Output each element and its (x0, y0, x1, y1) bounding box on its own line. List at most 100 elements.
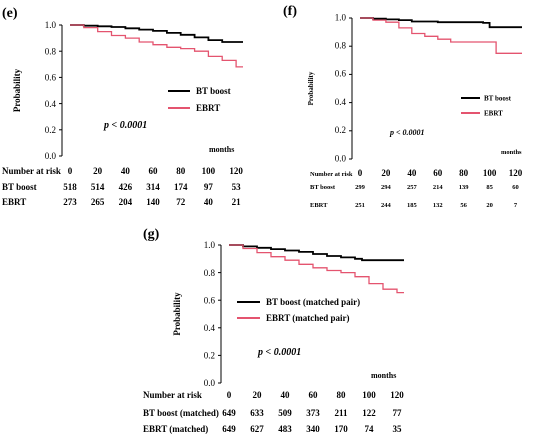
risk-value: 214 (433, 184, 444, 191)
series-line-0 (229, 244, 404, 262)
risk-value: 40 (204, 197, 214, 207)
risk-value: 77 (393, 408, 403, 418)
risk-value: 294 (381, 184, 392, 191)
x-axis-title: months (501, 149, 522, 156)
risk-value: 633 (250, 408, 264, 418)
legend-label-0: BT boost (484, 94, 512, 102)
risk-value: 257 (407, 184, 418, 191)
y-axis-title: Probability (12, 68, 22, 112)
risk-value: 627 (250, 424, 264, 434)
x-tick-label: 120 (390, 390, 404, 400)
risk-value: 244 (381, 202, 392, 209)
risk-value: 74 (365, 424, 375, 434)
series-line-1 (229, 244, 404, 294)
risk-row-label-1: EBRT (2, 197, 26, 207)
risk-value: 185 (407, 202, 418, 209)
risk-value: 20 (486, 202, 493, 209)
x-tick-label: 0 (227, 390, 232, 400)
panel-e: (e) 0.0 0.2 0.4 0.6 0.8 1.0 Probability months BT… (2, 6, 243, 207)
panel-label: (g) (143, 227, 160, 242)
risk-row-label-0: BT boost (310, 184, 336, 191)
risk-value: 649 (222, 424, 236, 434)
x-tick-label: 80 (337, 390, 347, 400)
y-tick-label: 1.0 (335, 12, 347, 22)
y-tick-label: 0.8 (45, 46, 57, 56)
y-tick-label: 0.6 (335, 69, 347, 79)
risk-value: 170 (334, 424, 348, 434)
y-tick-label: 0.2 (204, 351, 215, 361)
risk-value: 140 (146, 197, 160, 207)
x-tick-label: 20 (381, 168, 391, 178)
x-tick-label: 80 (176, 166, 186, 176)
y-tick-label: 0.6 (204, 295, 216, 305)
risk-value: 299 (355, 184, 366, 191)
risk-table-header: Number at risk (2, 166, 61, 176)
risk-value: 97 (204, 182, 214, 192)
y-tick-label: 0.4 (335, 97, 347, 107)
risk-value: 132 (433, 202, 443, 209)
series-line-0 (70, 24, 243, 43)
y-tick-label: 0.0 (204, 378, 216, 388)
p-value-annotation: p < 0.0001 (257, 347, 301, 358)
panel-g: (g) 0.0 0.2 0.4 0.6 0.8 1.0 Probability months BT… (143, 227, 404, 434)
x-tick-label: 40 (121, 166, 131, 176)
legend-label-1: EBRT (196, 103, 220, 113)
risk-value: 21 (232, 197, 242, 207)
legend-label-0: BT boost (196, 86, 231, 96)
risk-value: 122 (362, 408, 376, 418)
x-tick-label: 40 (281, 390, 291, 400)
risk-value: 314 (146, 182, 160, 192)
series-line-1 (360, 17, 522, 54)
legend-label-0: BT boost (matched pair) (266, 297, 360, 307)
panel-label: (e) (2, 6, 18, 21)
panel-label: (f) (283, 4, 297, 19)
x-tick-label: 100 (202, 166, 216, 176)
risk-row-label-0: BT boost (matched) (143, 408, 219, 418)
risk-value: 373 (306, 408, 320, 418)
series-line-1 (70, 24, 243, 68)
x-tick-label: 120 (229, 166, 243, 176)
risk-value: 56 (460, 202, 467, 209)
legend-label-1: EBRT (484, 109, 503, 117)
risk-row-label-0: BT boost (2, 182, 37, 192)
risk-table-header: Number at risk (310, 171, 353, 178)
risk-value: 649 (222, 408, 236, 418)
p-value-annotation: p < 0.0001 (389, 128, 425, 137)
x-tick-label: 80 (459, 168, 469, 178)
y-tick-label: 1.0 (45, 20, 57, 30)
risk-value: 426 (119, 182, 133, 192)
x-tick-label: 60 (433, 168, 443, 178)
y-tick-label: 0.4 (204, 323, 216, 333)
risk-value: 340 (306, 424, 320, 434)
p-value-annotation: p < 0.0001 (103, 120, 147, 131)
risk-value: 483 (278, 424, 292, 434)
risk-value: 139 (459, 184, 470, 191)
x-tick-label: 0 (358, 168, 363, 178)
risk-value: 60 (512, 184, 519, 191)
y-tick-label: 0.6 (45, 73, 57, 83)
risk-value: 7 (514, 202, 518, 209)
risk-row-label-1: EBRT (310, 202, 328, 209)
x-tick-label: 20 (253, 390, 263, 400)
risk-value: 53 (232, 182, 242, 192)
x-axis-title: months (371, 371, 396, 380)
risk-value: 35 (393, 424, 403, 434)
y-tick-label: 0.2 (45, 125, 56, 135)
x-tick-label: 120 (509, 168, 523, 178)
x-tick-label: 100 (483, 168, 497, 178)
y-axis-title: Probability (172, 292, 182, 336)
risk-value: 204 (119, 197, 133, 207)
risk-value: 174 (174, 182, 188, 192)
y-tick-label: 0.0 (45, 151, 57, 161)
x-tick-label: 60 (309, 390, 319, 400)
risk-value: 251 (355, 202, 365, 209)
y-tick-label: 0.8 (335, 40, 347, 50)
y-axis-title: Probability (307, 71, 315, 105)
y-tick-label: 0.2 (335, 125, 346, 135)
risk-value: 211 (334, 408, 348, 418)
risk-value: 514 (91, 182, 105, 192)
risk-value: 72 (176, 197, 186, 207)
x-tick-label: 20 (93, 166, 103, 176)
risk-value: 85 (486, 184, 493, 191)
risk-table-header: Number at risk (143, 390, 202, 400)
